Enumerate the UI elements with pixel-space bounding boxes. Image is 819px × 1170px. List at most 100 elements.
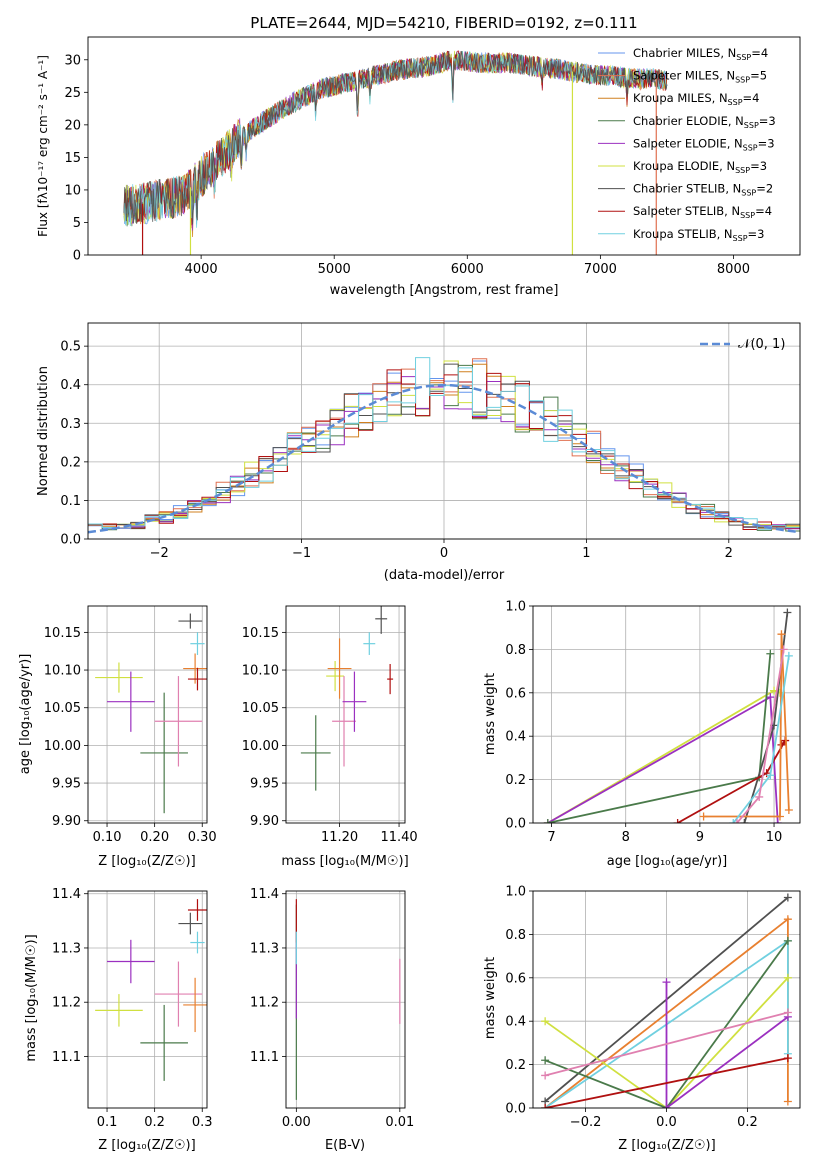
weight-marker: [732, 819, 741, 823]
weight-marker: [783, 1008, 792, 1017]
y-tick-label: 0.8: [505, 928, 526, 943]
mass-vs-z-xlabel: Z [log₁₀(Z/Z☉)]: [98, 1138, 195, 1153]
weight-marker: [541, 1017, 550, 1026]
x-tick-label: 4000: [185, 262, 218, 277]
x-tick-label: 2: [725, 546, 733, 561]
legend-label: Salpeter ELODIE, NSSP=3: [633, 136, 775, 152]
y-tick-label: 0.4: [60, 378, 81, 393]
x-tick-label: 10: [766, 830, 783, 845]
mass-weight-vs-age-ylabel: mass weight: [483, 673, 498, 755]
x-tick-label: 9: [696, 830, 704, 845]
y-tick-label: 11.2: [52, 996, 81, 1011]
x-tick-label: 0.01: [385, 1115, 414, 1130]
x-tick-label: 0.3: [192, 1115, 213, 1130]
legend-label: Chabrier MILES, NSSP=4: [633, 46, 768, 62]
y-tick-label: 10.05: [242, 701, 279, 716]
mass-vs-z-panel: 0.1 0.2 0.3 11.1 11.2 11.3 11.4 Z [log₁₀(Z/Z☉)…: [24, 887, 213, 1153]
x-tick-label: 5000: [318, 262, 351, 277]
y-tick-label: 0.0: [505, 817, 526, 832]
y-tick-label: 0.6: [505, 686, 526, 701]
y-tick-label: 0.5: [60, 340, 81, 355]
x-tick-label: 11.20: [321, 830, 358, 845]
x-tick-label: 0.1: [97, 1115, 118, 1130]
weight-marker: [755, 792, 764, 801]
weight-line: [544, 940, 789, 1108]
mass-weight-vs-z-xlabel: Z [log₁₀(Z/Z☉)]: [618, 1138, 715, 1153]
weight-marker: [543, 819, 552, 823]
weight-line: [544, 1011, 789, 1077]
y-tick-label: 0.4: [505, 730, 526, 745]
x-tick-label: 0.2: [737, 1115, 758, 1130]
y-tick-label: 5: [73, 216, 81, 231]
weight-marker: [779, 645, 788, 654]
y-tick-label: 0.3: [60, 417, 81, 432]
weight-marker: [783, 915, 792, 924]
legend-label: Salpeter MILES, NSSP=5: [633, 69, 767, 85]
weight-marker: [729, 819, 738, 823]
y-tick-label: 0.2: [505, 773, 526, 788]
spectrum-line: [123, 51, 668, 238]
axes-frame: [532, 605, 801, 824]
y-tick-label: 11.4: [52, 887, 81, 902]
weight-line: [544, 1057, 789, 1108]
y-tick-label: 10.15: [44, 626, 81, 641]
weight-line: [677, 739, 786, 823]
weight-marker: [783, 893, 792, 902]
legend-label: Kroupa MILES, NSSP=4: [633, 91, 759, 107]
axes-frame: [285, 890, 406, 1109]
y-tick-label: 11.2: [250, 996, 279, 1011]
weight-marker: [783, 1097, 792, 1106]
y-tick-label: 10: [64, 183, 81, 198]
errorbars: [95, 613, 207, 814]
y-tick-label: 11.4: [250, 887, 279, 902]
x-tick-label: 0.30: [188, 830, 217, 845]
weight-marker: [662, 1104, 671, 1108]
axes-frame: [285, 605, 406, 824]
y-tick-label: 0.0: [505, 1102, 526, 1117]
residuals-xlabel: (data-model)/error: [384, 568, 505, 583]
x-tick-label: −2: [150, 546, 169, 561]
y-tick-label: 10.10: [242, 664, 279, 679]
weight-marker: [541, 1071, 550, 1080]
weight-marker: [766, 649, 775, 658]
weight-marker: [784, 805, 793, 814]
y-tick-label: 0: [73, 249, 81, 264]
errorbars: [300, 606, 394, 791]
weight-line: [544, 977, 789, 1108]
weight-marker: [773, 819, 782, 823]
weight-marker: [777, 630, 786, 639]
weight-marker: [783, 973, 792, 982]
y-tick-label: 10.10: [44, 664, 81, 679]
y-tick-label: 11.3: [250, 941, 279, 956]
weight-line: [547, 653, 772, 823]
y-tick-label: 9.90: [250, 814, 279, 829]
mass-vs-z-ylabel: mass [log₁₀(M/M☉)]: [24, 934, 39, 1061]
axes-frame: [87, 322, 801, 540]
axes-frame: [87, 36, 801, 256]
y-tick-label: 11.1: [250, 1050, 279, 1065]
x-tick-label: 11.40: [380, 830, 417, 845]
spectrum-title: PLATE=2644, MJD=54210, FIBERID=0192, z=0…: [250, 14, 637, 32]
x-tick-label: 1: [582, 546, 590, 561]
x-tick-label: 8: [622, 830, 630, 845]
y-tick-label: 9.95: [250, 777, 279, 792]
weight-marker: [673, 819, 682, 823]
mass-weight-vs-z-panel: −0.2 0.0 0.2 0.0 0.2 0.4 0.6 0.8 1.0 Z [log₁₀(Z/…: [483, 885, 801, 1153]
legend-label: Chabrier ELODIE, NSSP=3: [633, 114, 776, 130]
x-tick-label: 7: [547, 830, 555, 845]
errorbars: [95, 899, 207, 1081]
y-tick-label: 10.15: [242, 626, 279, 641]
weight-marker: [662, 978, 671, 987]
age-vs-mass-panel: 11.20 11.40 9.90 9.95 10.00 10.05 10.10 10.15 m…: [242, 605, 418, 869]
weight-marker: [783, 608, 792, 617]
y-tick-label: 0.2: [505, 1058, 526, 1073]
weight-marker: [699, 812, 708, 821]
spectrum-panel: PLATE=2644, MJD=54210, FIBERID=0192, z=0…: [36, 14, 801, 298]
weight-marker: [740, 819, 749, 823]
weight-marker: [784, 651, 793, 660]
x-tick-label: 0: [440, 546, 448, 561]
y-tick-label: 11.1: [52, 1050, 81, 1065]
y-tick-label: 9.95: [52, 777, 81, 792]
histogram-series: [88, 376, 800, 530]
y-tick-label: 30: [64, 53, 81, 68]
